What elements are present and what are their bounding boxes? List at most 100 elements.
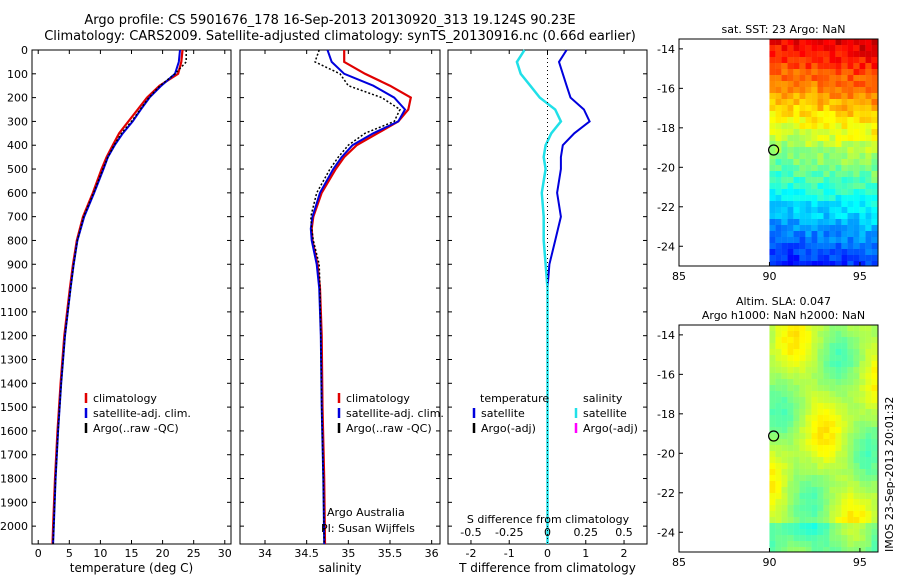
heatmap-cell bbox=[859, 63, 866, 69]
heatmap-cell bbox=[853, 451, 860, 457]
heatmap-cell bbox=[841, 225, 848, 231]
heatmap-cell bbox=[829, 105, 836, 111]
x-tick-label: 2 bbox=[621, 547, 628, 560]
heatmap-cell bbox=[787, 511, 794, 517]
heatmap-cell bbox=[781, 469, 788, 475]
heatmap-cells bbox=[769, 39, 878, 266]
heatmap-cell bbox=[871, 427, 878, 433]
heatmap-cell bbox=[835, 261, 842, 266]
heatmap-cell bbox=[787, 195, 794, 201]
x-tick-label: 90 bbox=[762, 556, 776, 569]
heatmap-cell bbox=[823, 529, 830, 535]
heatmap-cell bbox=[805, 505, 812, 511]
heatmap-cell bbox=[781, 403, 788, 409]
heatmap-cell bbox=[775, 171, 782, 177]
heatmap-cell bbox=[865, 147, 872, 153]
heatmap-cell bbox=[865, 397, 872, 403]
heatmap-cell bbox=[841, 207, 848, 213]
heatmap-cell bbox=[793, 129, 800, 135]
heatmap-cell bbox=[847, 159, 854, 165]
heatmap-cell bbox=[793, 213, 800, 219]
heatmap-cell bbox=[817, 147, 824, 153]
heatmap-cell bbox=[853, 361, 860, 367]
heatmap-cell bbox=[775, 243, 782, 249]
heatmap-cell bbox=[847, 81, 854, 87]
heatmap-cell bbox=[781, 255, 788, 261]
heatmap-cell bbox=[817, 69, 824, 75]
heatmap-cell bbox=[829, 57, 836, 63]
heatmap-cell bbox=[859, 409, 866, 415]
heatmap-cell bbox=[781, 457, 788, 463]
heatmap-cell bbox=[817, 349, 824, 355]
heatmap-cell bbox=[859, 99, 866, 105]
heatmap-cell bbox=[817, 379, 824, 385]
heatmap-cell bbox=[829, 403, 836, 409]
heatmap-cell bbox=[793, 249, 800, 255]
heatmap-cell bbox=[793, 99, 800, 105]
heatmap-cell bbox=[811, 379, 818, 385]
heatmap-cell bbox=[787, 427, 794, 433]
heatmap-cell bbox=[835, 219, 842, 225]
heatmap-cell bbox=[865, 325, 872, 331]
heatmap-cell bbox=[871, 511, 878, 517]
heatmap-cell bbox=[835, 529, 842, 535]
heatmap-cell bbox=[835, 409, 842, 415]
heatmap-cell bbox=[811, 207, 818, 213]
heatmap-cell bbox=[805, 153, 812, 159]
heatmap-cell bbox=[829, 361, 836, 367]
heatmap-cell bbox=[817, 141, 824, 147]
heatmap-cell bbox=[865, 463, 872, 469]
heatmap-cell bbox=[835, 487, 842, 493]
heatmap-cell bbox=[775, 153, 782, 159]
heatmap-cell bbox=[823, 39, 830, 45]
heatmap-cell bbox=[799, 409, 806, 415]
heatmap-cell bbox=[871, 189, 878, 195]
heatmap-cell bbox=[793, 123, 800, 129]
heatmap-cell bbox=[865, 505, 872, 511]
heatmap-cell bbox=[841, 325, 848, 331]
heatmap-cell bbox=[847, 331, 854, 337]
heatmap-cell bbox=[823, 337, 830, 343]
heatmap-cell bbox=[811, 409, 818, 415]
heatmap-cell bbox=[811, 45, 818, 51]
heatmap-cell bbox=[817, 541, 824, 547]
heatmap-cell bbox=[799, 373, 806, 379]
heatmap-cell bbox=[841, 397, 848, 403]
heatmap-cell bbox=[853, 165, 860, 171]
heatmap-cell bbox=[853, 75, 860, 81]
heatmap-cell bbox=[817, 153, 824, 159]
heatmap-cell bbox=[805, 123, 812, 129]
heatmap-cell bbox=[859, 493, 866, 499]
heatmap-cell bbox=[823, 463, 830, 469]
heatmap-cell bbox=[811, 159, 818, 165]
heatmap-cell bbox=[859, 451, 866, 457]
heatmap-cell bbox=[865, 105, 872, 111]
heatmap-cell bbox=[823, 57, 830, 63]
heatmap-cell bbox=[799, 63, 806, 69]
y-tick-label: 1500 bbox=[0, 401, 28, 414]
heatmap-cell bbox=[775, 511, 782, 517]
heatmap-cell bbox=[769, 349, 776, 355]
heatmap-cell bbox=[775, 93, 782, 99]
heatmap-cell bbox=[835, 541, 842, 547]
heatmap-cell bbox=[865, 439, 872, 445]
heatmap-cell bbox=[781, 367, 788, 373]
heatmap-cell bbox=[811, 117, 818, 123]
heatmap-cell bbox=[769, 243, 776, 249]
heatmap-cell bbox=[865, 403, 872, 409]
heatmap-cell bbox=[793, 201, 800, 207]
legend-label: Argo(-adj) bbox=[481, 422, 536, 435]
heatmap-cell bbox=[811, 343, 818, 349]
heatmap-cell bbox=[835, 177, 842, 183]
heatmap-cell bbox=[799, 385, 806, 391]
heatmap-cell bbox=[793, 225, 800, 231]
heatmap-cell bbox=[787, 355, 794, 361]
heatmap-cell bbox=[787, 541, 794, 547]
salinity-diff-tick-label: 0.25 bbox=[574, 526, 599, 539]
heatmap-cell bbox=[871, 225, 878, 231]
heatmap-cell bbox=[769, 165, 776, 171]
heatmap-cell bbox=[823, 415, 830, 421]
heatmap-cell bbox=[865, 409, 872, 415]
heatmap-cell bbox=[781, 177, 788, 183]
heatmap-cell bbox=[847, 69, 854, 75]
